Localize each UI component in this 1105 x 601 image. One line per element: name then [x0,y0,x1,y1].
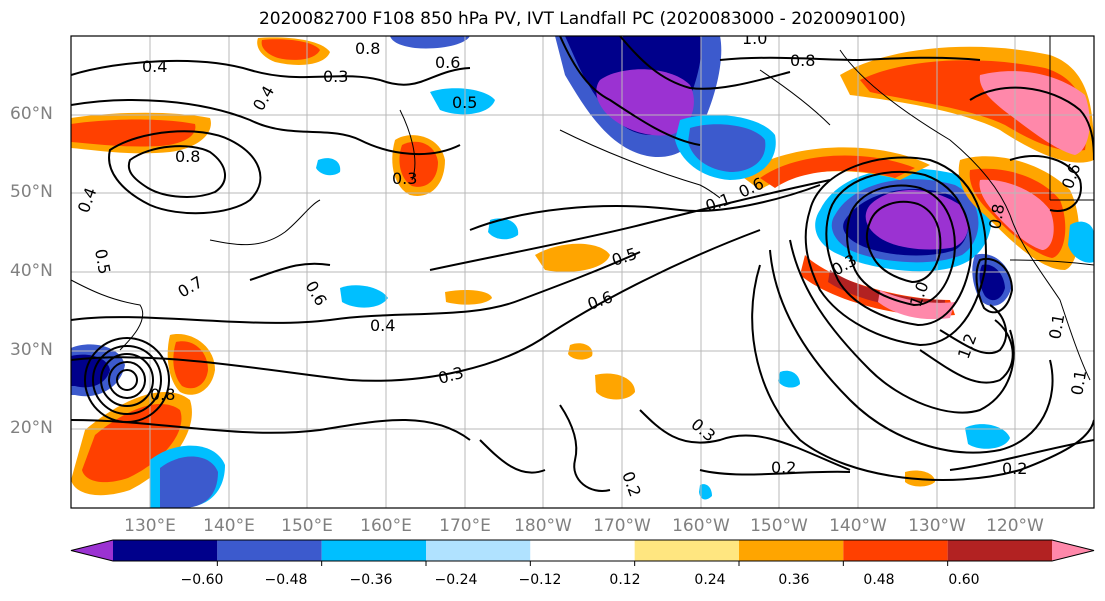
contour-label: 0.3 [323,67,348,86]
contour-label: 0.8 [985,202,1008,230]
contour-label: 0.4 [142,57,167,76]
contour-label: 0.1 [1067,368,1090,396]
neg-alaska-blue2 [688,124,766,172]
lon-label: 130°E [124,516,176,536]
neg-midpac-3 [430,88,495,115]
lon-label: 140°E [203,516,255,536]
coastlines [71,36,1094,381]
pos-westpac-band-red [71,119,196,147]
neg-east-3 [1068,221,1094,263]
lon-label: 150°W [750,516,808,536]
colorbar [70,539,1095,566]
contour-label: 0.6 [435,53,460,72]
contour-label: 0.2 [771,458,796,477]
pos-anomaly-arc-2 [760,155,915,188]
colorbar-segment [217,540,322,561]
lon-label: 150°E [281,516,333,536]
pos-midpac-2 [445,290,492,305]
contour-label: 0.8 [175,147,200,166]
colorbar-segment [739,540,844,561]
pos-nw-blob-red [261,39,320,60]
colorbar-tick: −0.12 [518,572,562,588]
pos-typhoon-south-red [82,404,182,483]
contour-label: 0.2 [1002,459,1027,478]
lon-label: 120°W [986,516,1044,536]
contour-label: 1.0 [742,29,767,48]
lon-label: 170°E [439,516,491,536]
lat-label: 30°N [10,340,53,360]
pos-ne-pink [979,71,1090,155]
colorbar-segment [321,540,426,561]
lon-label: 130°W [908,516,966,536]
neg-midpac-2 [488,218,519,240]
contour-label: 0.1 [1045,312,1068,340]
lat-label: 50°N [10,182,53,202]
neg-south-blob-2 [160,456,218,508]
lon-label: 180°W [514,516,572,536]
colorbar-tick: 0.12 [609,572,641,588]
colorbar-tick: −0.24 [434,572,478,588]
colorbar-tick: 0.48 [863,572,895,588]
pos-coast-pink [979,179,1054,250]
neg-east-5 [778,370,800,388]
lon-label: 140°W [829,516,887,536]
neg-midpac-4 [316,158,341,176]
lon-label: 160°E [360,516,412,536]
pv-shading [71,36,1094,508]
contour-label: 0.4 [370,316,395,335]
neg-alaska-top [390,36,470,49]
map-frame [70,35,1095,509]
lat-label: 40°N [10,261,53,281]
colorbar-tick: −0.36 [349,572,393,588]
graticule [71,36,1094,508]
contour-label: 0.8 [790,51,815,70]
pos-midpac-1 [535,243,610,272]
colorbar-tick: −0.48 [264,572,308,588]
lat-label: 60°N [10,104,53,124]
contour-label: 0.8 [150,385,175,404]
pv-contours [71,36,1094,492]
colorbar-segment [530,540,635,561]
colorbar-segment [843,540,948,561]
lon-label: 170°W [593,516,651,536]
neg-east-1-navy [979,264,1005,301]
map-title: 2020082700 F108 850 hPa PV, IVT Landfall… [258,9,906,29]
colorbar-extend-high [1052,540,1094,561]
colorbar-outline [70,539,1095,562]
contour-label: 0.5 [91,247,114,275]
colorbar-segment [113,540,218,561]
colorbar-extend-low [71,540,113,561]
colorbar-tick: −0.60 [180,572,224,588]
colorbar-tick: 0.36 [778,572,810,588]
colorbar-segment [634,540,739,561]
neg-east-6 [699,484,712,500]
colorbar-segment [947,540,1052,561]
colorbar-tick: 0.24 [694,572,726,588]
pos-anomaly-south-2 [828,270,945,309]
contour-label: 0.8 [355,39,380,58]
colorbar-tick: 0.60 [948,572,980,588]
neg-midpac-1 [340,285,388,308]
colorbar-segment [426,540,531,561]
pos-midpac-3 [595,373,635,400]
neg-east-2 [965,424,1010,449]
neg-alaska-purple [596,69,694,136]
pos-typhoon-east-red [173,341,208,389]
lat-label: 20°N [10,418,53,438]
lon-label: 160°W [672,516,730,536]
contour-label: 0.5 [452,93,477,112]
contour-label: 0.3 [392,169,417,188]
